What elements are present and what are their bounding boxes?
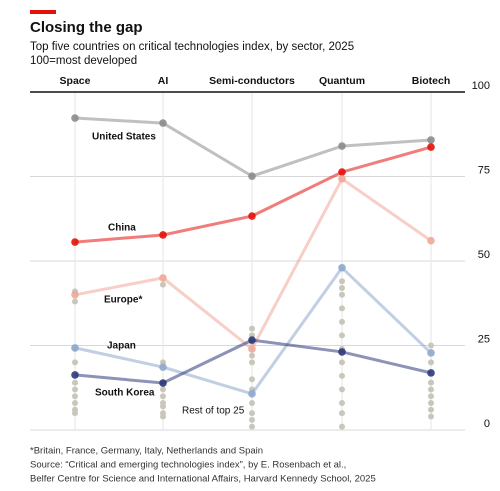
footnote: *Britain, France, Germany, Italy, Nether… <box>30 446 263 457</box>
rest-dot <box>428 393 434 400</box>
rest-dot <box>339 305 345 312</box>
rest-dot <box>72 410 78 417</box>
rest-dot <box>339 285 345 292</box>
rest-dot <box>249 352 255 359</box>
series-dot <box>71 114 79 122</box>
series-label: China <box>108 223 136 234</box>
rest-dot <box>249 359 255 366</box>
y-tick-label: 25 <box>478 333 490 345</box>
accent-bar <box>30 10 56 14</box>
rest-dot <box>339 318 345 325</box>
rest-dot <box>249 410 255 417</box>
rest-dot <box>160 393 166 400</box>
series-dot <box>71 344 79 352</box>
series-dot <box>159 231 167 239</box>
series-dot <box>159 363 167 371</box>
series-dot <box>159 379 167 387</box>
series-dot <box>248 336 256 344</box>
rest-dot <box>428 386 434 393</box>
rest-dot <box>249 399 255 406</box>
series-label: South Korea <box>95 388 155 399</box>
series-label: United States <box>92 132 156 143</box>
series-line <box>74 116 432 178</box>
x-tick-label: AI <box>158 75 169 87</box>
rest-dot <box>72 298 78 305</box>
rest-dot <box>160 281 166 288</box>
series-dot <box>427 143 435 151</box>
rest-dot <box>72 379 78 386</box>
x-tick-label: Biotech <box>412 75 451 87</box>
rest-dot <box>72 359 78 366</box>
y-tick-label: 0 <box>484 418 490 430</box>
chart-subtitle: Top five countries on critical technolog… <box>30 41 354 53</box>
series-dot <box>159 274 167 282</box>
rest-dot <box>339 372 345 379</box>
rest-dot <box>249 423 255 430</box>
rest-dot <box>72 386 78 393</box>
series-dot <box>248 212 256 220</box>
series-dot <box>338 263 346 272</box>
rest-dot <box>249 325 255 332</box>
series-dot <box>248 172 256 180</box>
rest-dot <box>249 376 255 383</box>
series-dot <box>248 390 256 398</box>
series-dot <box>71 238 79 246</box>
series-dot <box>427 136 435 144</box>
series-dot <box>338 348 346 356</box>
rest-dot <box>160 413 166 420</box>
series-line <box>74 176 432 352</box>
rest-dot <box>339 410 345 417</box>
x-tick-label: Space <box>60 75 91 87</box>
footnote: Belfer Centre for Science and Internatio… <box>30 474 376 485</box>
rest-dot <box>72 393 78 400</box>
x-tick-label: Quantum <box>319 75 365 87</box>
rest-dot <box>428 342 434 349</box>
x-tick-label: Semi-conductors <box>209 75 295 87</box>
rest-dot <box>339 386 345 393</box>
rest-dot <box>339 291 345 298</box>
rest-dot <box>339 359 345 366</box>
chart-title: Closing the gap <box>30 19 143 36</box>
rest-dot <box>160 403 166 410</box>
y-tick-label: 100 <box>472 80 490 92</box>
series-dot <box>159 119 167 127</box>
series-dot <box>71 291 79 299</box>
rest-dot <box>339 278 345 285</box>
series-label: Japan <box>107 341 136 352</box>
y-tick-label: 75 <box>478 164 490 176</box>
rest-label: Rest of top 25 <box>182 406 245 417</box>
rest-dot <box>339 399 345 406</box>
y-tick-label: 50 <box>478 249 490 261</box>
series-dot <box>427 349 435 357</box>
series-dot <box>427 236 435 245</box>
rest-dot <box>339 423 345 430</box>
series-dot <box>338 168 346 176</box>
rest-dot <box>160 386 166 393</box>
series-dot <box>71 371 79 379</box>
series-label: Europe* <box>104 295 142 306</box>
series-dot <box>338 175 346 183</box>
rest-dot <box>428 413 434 420</box>
rest-dot <box>428 399 434 406</box>
series-dot <box>338 142 346 150</box>
scale-note: 100=most developed <box>30 55 137 67</box>
rest-dot <box>428 406 434 413</box>
rest-dot <box>72 399 78 406</box>
rest-dot <box>339 332 345 339</box>
series-dot <box>427 369 435 377</box>
rest-dot <box>249 416 255 423</box>
rest-dot <box>428 359 434 366</box>
footnote: Source: “Critical and emerging technolog… <box>30 460 346 471</box>
rest-dot <box>428 379 434 386</box>
series-dot <box>248 345 256 353</box>
